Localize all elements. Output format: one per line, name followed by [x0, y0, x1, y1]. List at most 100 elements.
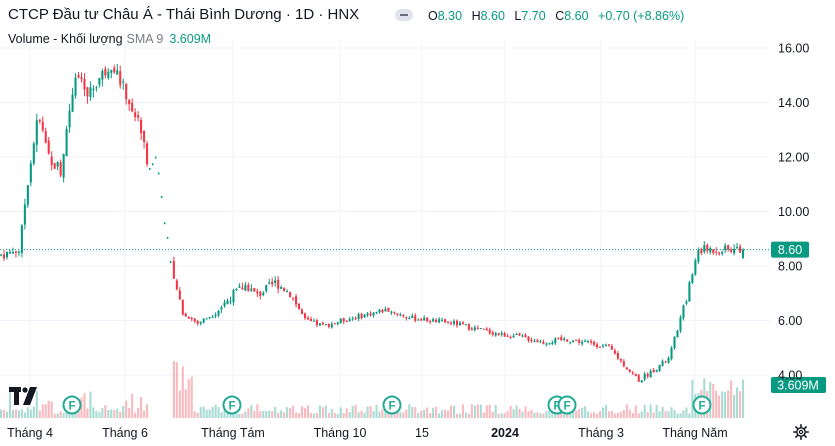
volume-bar — [503, 413, 506, 418]
candle — [122, 81, 125, 83]
volume-bar — [324, 405, 327, 418]
candle — [533, 340, 536, 342]
volume-bar — [98, 412, 101, 418]
candle — [435, 319, 438, 323]
volume-bar — [375, 404, 378, 418]
candle — [387, 307, 390, 312]
volume-bar — [432, 407, 435, 418]
x-tick-label: 15 — [415, 426, 429, 440]
candle — [178, 290, 181, 300]
dividend-marker-icon[interactable]: F — [557, 395, 577, 415]
candle — [446, 321, 450, 323]
candle — [396, 313, 399, 315]
candle — [14, 251, 17, 253]
volume-bar — [405, 409, 408, 418]
candle — [455, 320, 459, 326]
volume-bar — [125, 400, 128, 418]
candle — [524, 334, 527, 338]
candle — [372, 312, 375, 316]
candle — [235, 288, 238, 291]
tradingview-logo-icon[interactable] — [8, 384, 38, 410]
candle — [685, 301, 688, 304]
candle — [733, 248, 736, 254]
candle — [68, 110, 71, 128]
candle — [512, 335, 515, 338]
candle — [95, 87, 98, 89]
volume-bar — [29, 409, 32, 418]
candle — [566, 339, 569, 342]
volume-bar — [712, 383, 715, 418]
candle — [26, 185, 29, 205]
candle — [366, 313, 369, 316]
gear-icon[interactable] — [793, 424, 809, 440]
volume-bar — [8, 386, 12, 418]
x-tick-label: Tháng 6 — [102, 426, 148, 440]
x-tick-label: Tháng 3 — [578, 426, 624, 440]
dividend-marker-icon[interactable]: F — [62, 395, 82, 415]
volume-legend[interactable]: Volume - Khối lượng SMA 9 3.609M — [8, 32, 211, 46]
volume-bar — [286, 407, 289, 418]
candle — [44, 131, 47, 143]
volume-bar — [89, 391, 92, 418]
volume-bar — [670, 407, 673, 418]
dividend-marker-label: F — [553, 401, 560, 413]
volume-bar — [444, 409, 447, 418]
symbol-title[interactable]: CTCP Đầu tư Châu Á - Thái Bình Dương · 1… — [8, 6, 360, 23]
dividend-marker-label: F — [698, 401, 705, 413]
volume-bar — [5, 411, 9, 418]
collapse-legend-button[interactable] — [395, 9, 413, 21]
volume-bar — [199, 407, 202, 418]
candle — [742, 249, 745, 258]
volume-bar — [485, 405, 488, 418]
candle — [229, 301, 232, 303]
dividend-marker-icon[interactable]: F — [382, 395, 402, 415]
candle — [11, 252, 14, 254]
candle — [411, 315, 414, 318]
volume-bar — [274, 407, 277, 418]
candle — [432, 319, 435, 322]
candle — [65, 128, 68, 157]
volume-bar — [736, 387, 739, 418]
volume-bar — [354, 404, 357, 418]
volume-bar — [610, 410, 613, 418]
volume-bar — [26, 407, 29, 418]
candle — [146, 143, 149, 165]
volume-bar — [446, 410, 450, 418]
volume-bar — [420, 410, 423, 418]
volume-bar — [548, 410, 551, 418]
candle — [74, 77, 77, 96]
volume-bar — [646, 412, 649, 418]
candle — [77, 75, 80, 78]
volume-bar — [601, 407, 605, 418]
volume-bar — [488, 404, 491, 418]
candle — [232, 289, 235, 303]
candle — [29, 163, 32, 183]
candle — [670, 347, 673, 359]
candle — [318, 323, 321, 326]
volume-bar — [461, 404, 464, 418]
candle — [679, 317, 682, 332]
dividend-marker-icon[interactable]: F — [692, 395, 712, 415]
volume-bar — [521, 411, 524, 418]
volume-bar — [95, 410, 98, 418]
dividend-marker-icon[interactable]: F — [222, 395, 242, 415]
volume-bar — [679, 413, 682, 418]
volume-bar — [44, 404, 47, 418]
candle — [548, 343, 551, 345]
y-tick-label: 8.00 — [778, 260, 802, 274]
volume-bar — [238, 413, 241, 418]
volume-bar — [506, 411, 509, 418]
volume-bar — [363, 412, 366, 418]
volume-bar — [381, 409, 384, 418]
candle — [220, 307, 223, 310]
candle — [515, 334, 518, 336]
volume-bar — [220, 412, 223, 418]
candle — [584, 340, 587, 342]
candle — [399, 314, 402, 316]
volume-bar — [518, 408, 521, 418]
candle — [509, 337, 512, 339]
y-tick-label: 12.00 — [778, 151, 809, 165]
candle — [262, 292, 265, 296]
